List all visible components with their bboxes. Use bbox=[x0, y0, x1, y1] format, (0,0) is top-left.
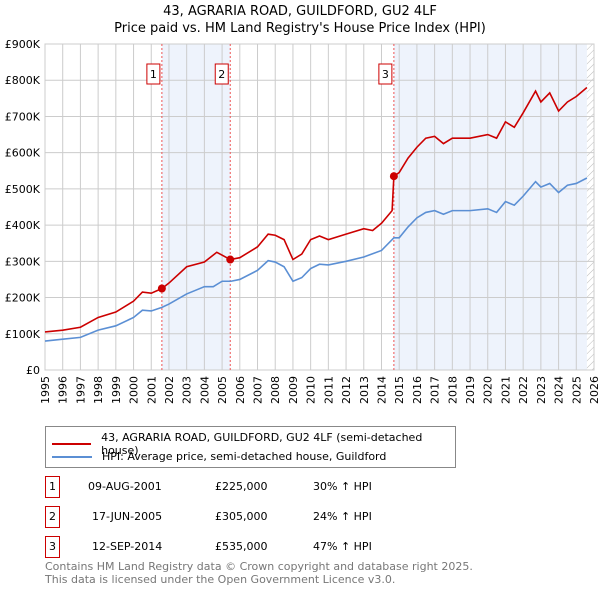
sale-point bbox=[226, 255, 235, 264]
x-tick-label: 2003 bbox=[181, 376, 194, 404]
x-tick-label: 2019 bbox=[464, 376, 477, 404]
x-tick-label: 2001 bbox=[145, 376, 158, 404]
x-tick-label: 1996 bbox=[57, 376, 70, 404]
x-tick-label: 1998 bbox=[92, 376, 105, 404]
sale-label-box bbox=[146, 63, 161, 85]
hpi-line bbox=[44, 177, 588, 342]
sale-label: 1 bbox=[150, 68, 157, 81]
y-tick-label: £400K bbox=[5, 219, 41, 232]
x-tick-label: 2015 bbox=[393, 376, 406, 404]
sale-price: £535,000 bbox=[215, 540, 268, 553]
plot: 1995 1996 1997 1998 1999 2000 2001 2002 2003 2004… bbox=[5, 38, 600, 404]
shaded-period bbox=[393, 44, 587, 370]
y-tick-label: £600K bbox=[5, 147, 41, 160]
x-tick-label: 2022 bbox=[517, 376, 530, 404]
sale-row: 3 12-SEP-2014 £535,000 47% ↑ HPI bbox=[45, 536, 445, 558]
chart-title: 43, AGRARIA ROAD, GUILDFORD, GU2 4LF bbox=[163, 4, 437, 19]
x-tick-label: 2009 bbox=[287, 376, 300, 404]
sale-row: 2 17-JUN-2005 £305,000 24% ↑ HPI bbox=[45, 506, 445, 528]
sale-marker: 3 bbox=[45, 536, 60, 558]
footer-line-1: Contains HM Land Registry data © Crown c… bbox=[45, 560, 473, 573]
sale-date: 09-AUG-2001 bbox=[88, 480, 162, 493]
sale-label-box bbox=[378, 63, 393, 85]
x-tick-label: 1999 bbox=[110, 376, 123, 404]
sale-hpi: 24% ↑ HPI bbox=[313, 510, 372, 523]
y-tick-label: £500K bbox=[5, 183, 41, 196]
x-tick-label: 2016 bbox=[411, 376, 424, 404]
sale-label-box bbox=[214, 63, 229, 85]
x-tick-label: 2017 bbox=[429, 376, 442, 404]
x-tick-label: 2013 bbox=[358, 376, 371, 404]
x-tick-label: 2021 bbox=[499, 376, 512, 404]
x-tick-label: 2026 bbox=[588, 376, 600, 404]
legend: 43, AGRARIA ROAD, GUILDFORD, GU2 4LF (se… bbox=[45, 426, 456, 468]
sale-date: 12-SEP-2014 bbox=[92, 540, 163, 553]
sale-row: 1 09-AUG-2001 £225,000 30% ↑ HPI bbox=[45, 476, 445, 498]
sale-point bbox=[389, 172, 398, 181]
chart-subtitle: Price paid vs. HM Land Registry's House … bbox=[114, 21, 486, 36]
legend-swatch-hpi bbox=[52, 455, 92, 458]
x-tick-label: 2023 bbox=[535, 376, 548, 404]
x-tick-label: 2006 bbox=[234, 376, 247, 404]
footer-line-2: This data is licensed under the Open Gov… bbox=[45, 573, 396, 586]
y-tick-label: £700K bbox=[5, 110, 41, 123]
y-tick-label: £0 bbox=[26, 364, 40, 377]
x-tick-label: 2004 bbox=[198, 376, 211, 404]
x-tick-label: 2018 bbox=[446, 376, 459, 404]
legend-label-property: 43, AGRARIA ROAD, GUILDFORD, GU2 4LF (se… bbox=[101, 431, 423, 457]
x-tick-label: 2020 bbox=[482, 376, 495, 404]
x-tick-label: 2005 bbox=[216, 376, 229, 404]
x-tick-label: 2025 bbox=[570, 376, 583, 404]
footer: Contains HM Land Registry data © Crown c… bbox=[45, 560, 473, 586]
legend-label-hpi: HPI: Average price, semi-detached house,… bbox=[102, 450, 387, 463]
sale-hpi: 30% ↑ HPI bbox=[313, 480, 372, 493]
legend-swatch-property bbox=[52, 443, 92, 445]
sale-marker: 2 bbox=[45, 506, 60, 528]
forecast-hatch bbox=[586, 44, 594, 370]
y-tick-label: £300K bbox=[5, 255, 41, 268]
x-tick-label: 2011 bbox=[322, 376, 335, 404]
sale-hpi: 47% ↑ HPI bbox=[313, 540, 372, 553]
x-tick-label: 2000 bbox=[128, 376, 141, 404]
y-tick-label: £100K bbox=[5, 328, 41, 341]
x-tick-label: 2014 bbox=[375, 376, 388, 404]
sale-date: 17-JUN-2005 bbox=[92, 510, 163, 523]
sale-point bbox=[157, 284, 166, 293]
x-tick-label: 2002 bbox=[163, 376, 176, 404]
sale-price: £225,000 bbox=[215, 480, 268, 493]
x-tick-label: 2008 bbox=[269, 376, 282, 404]
x-tick-label: 2024 bbox=[553, 376, 566, 404]
y-tick-label: £800K bbox=[5, 74, 41, 87]
x-tick-label: 1995 bbox=[39, 376, 52, 404]
sale-price: £305,000 bbox=[215, 510, 268, 523]
shaded-period bbox=[161, 44, 231, 370]
sale-label: 2 bbox=[218, 68, 225, 81]
y-tick-label: £200K bbox=[5, 292, 41, 305]
x-tick-label: 1997 bbox=[74, 376, 87, 404]
x-tick-label: 2012 bbox=[340, 376, 353, 404]
sale-marker: 1 bbox=[45, 476, 60, 498]
sale-label: 3 bbox=[382, 68, 389, 81]
x-tick-label: 2007 bbox=[252, 376, 265, 404]
y-tick-label: £900K bbox=[5, 38, 41, 51]
x-tick-label: 2010 bbox=[305, 376, 318, 404]
